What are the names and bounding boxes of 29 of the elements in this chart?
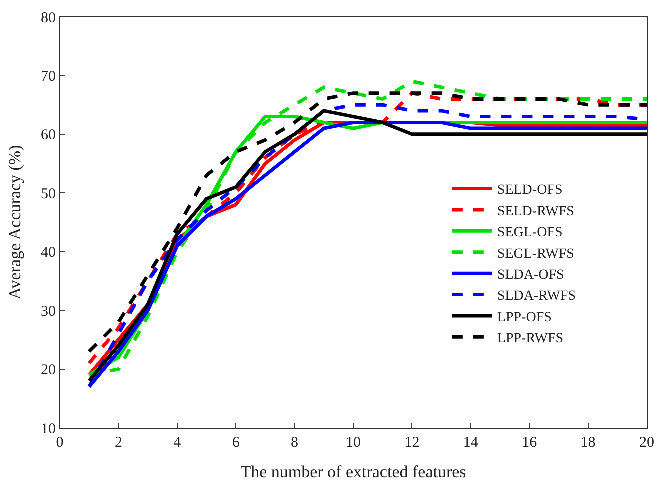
legend-label: SLDA-OFS (497, 268, 564, 284)
y-axis-title: Average Accuracy (%) (6, 145, 25, 300)
x-tick-label: 4 (174, 435, 182, 451)
x-tick-label: 14 (463, 435, 479, 451)
x-tick-label: 8 (291, 435, 299, 451)
y-tick-label: 10 (41, 421, 56, 438)
x-tick-label: 2 (114, 435, 122, 451)
x-tick-label: 18 (580, 435, 596, 451)
legend-label: SELD-OFS (497, 183, 563, 198)
y-tick-label: 70 (41, 68, 56, 85)
x-axis-title: The number of extracted features (240, 462, 466, 482)
x-tick-label: 12 (404, 435, 420, 451)
legend-label: SEGL-OFS (497, 226, 563, 241)
x-tick-label: 0 (56, 435, 64, 451)
legend-label: LPP-OFS (497, 310, 552, 326)
y-tick-label: 30 (41, 304, 56, 320)
x-tick-label: 6 (232, 435, 240, 451)
x-tick-label: 10 (346, 435, 361, 451)
x-tick-label: 20 (640, 435, 654, 451)
y-tick-label: 20 (41, 362, 56, 379)
legend-label: SELD-RWFS (497, 204, 574, 220)
x-tick-label: 16 (522, 435, 538, 451)
y-tick-label: 50 (41, 186, 56, 202)
y-tick-label: 80 (41, 10, 56, 26)
y-tick-label: 60 (41, 128, 56, 144)
legend-label: SLDA-RWFS (497, 289, 576, 304)
y-tick-label: 40 (41, 245, 56, 262)
legend-label: SEGL-RWFS (497, 246, 574, 262)
legend-label: LPP-RWFS (497, 332, 564, 347)
